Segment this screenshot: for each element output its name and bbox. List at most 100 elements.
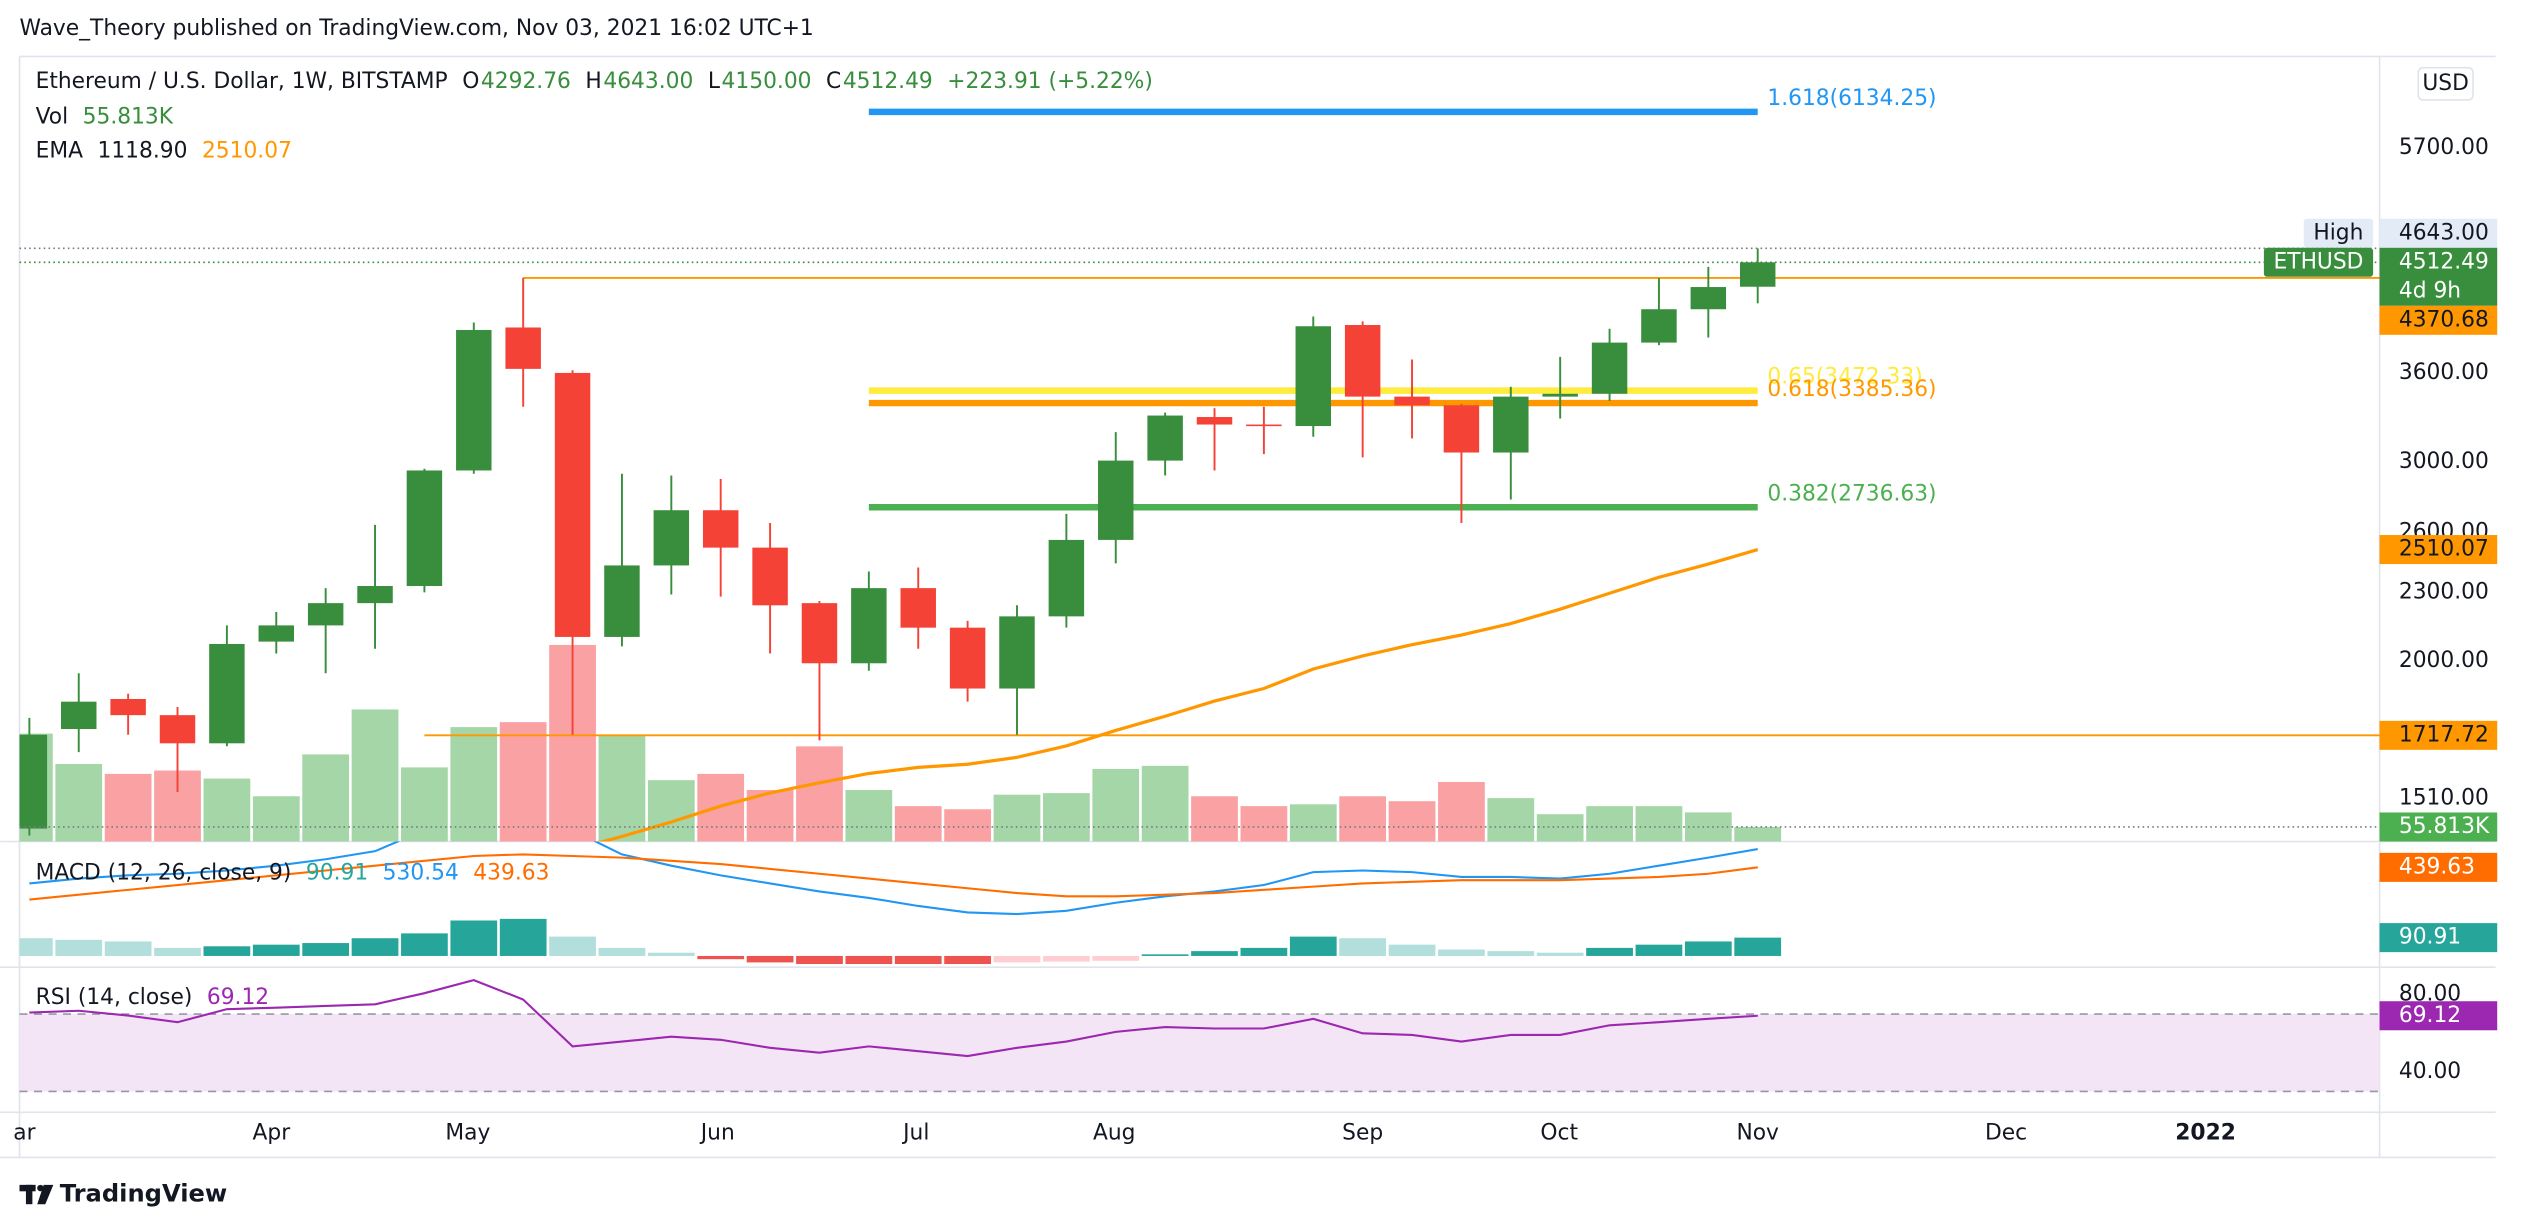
candle-body (505, 327, 541, 369)
macd-histogram-bar (1487, 951, 1535, 956)
volume-bar (104, 773, 152, 842)
candle-body (900, 588, 936, 628)
macd-histogram-bar (647, 952, 695, 956)
price-badge (2379, 305, 2498, 335)
footer: TradingView (60, 1180, 227, 1208)
candle-body (1394, 396, 1430, 406)
macd-histogram-bar (993, 955, 1041, 963)
price-badge (2379, 852, 2498, 882)
volume-bar (647, 780, 695, 842)
macd-histogram-bar (1339, 938, 1387, 956)
candle-body (1443, 405, 1480, 453)
ema-line (597, 548, 1759, 842)
price-badge-label: 90.91 (2399, 925, 2461, 950)
currency-box[interactable] (2417, 66, 2474, 101)
macd-histogram-bar (746, 955, 794, 963)
legend-value: 90.91 (306, 861, 368, 886)
macd-histogram-bar (1191, 951, 1238, 956)
legend-value: 55.813K (83, 105, 174, 130)
volume-bar (1487, 798, 1535, 842)
volume-bar (401, 767, 448, 842)
candle-body (1098, 460, 1134, 540)
candle-body (702, 510, 739, 548)
macd-histogram-bar (104, 941, 152, 956)
logo (19, 1184, 54, 1205)
volume-bar (1339, 796, 1387, 842)
price-badge-label: 55.813K (2399, 814, 2490, 839)
candle-body (1295, 326, 1332, 427)
candle-body (1542, 393, 1578, 397)
x-tick-label: Jul (901, 1120, 929, 1145)
volume-bar (1536, 814, 1584, 842)
price-badge-label: 4512.49 (2399, 249, 2489, 274)
rsi-line (29, 979, 1758, 1058)
price-badge-label: 4370.68 (2399, 307, 2489, 332)
volume-bar (1141, 765, 1189, 842)
candle-body (357, 586, 393, 604)
volume-bar (1438, 781, 1485, 842)
candle-body (949, 627, 986, 689)
macd-histogram-bar (450, 920, 498, 956)
macd-histogram-bar (1536, 952, 1584, 956)
x-tick-label: Nov (1736, 1120, 1779, 1145)
volume-bar (1734, 826, 1782, 842)
legend-value: 4512.49 (843, 69, 933, 94)
price-badge-label: 4643.00 (2399, 220, 2489, 245)
macd-line (29, 841, 1758, 916)
rsi-tick-label: 40.00 (2399, 1059, 2461, 1084)
candle-body (1493, 396, 1529, 453)
legend-value: 1118.90 (98, 139, 188, 164)
macd-histogram-bar (1635, 944, 1683, 956)
price-badge (2379, 247, 2498, 306)
price-badge-tag-box (2303, 218, 2374, 248)
volume-bar (499, 722, 547, 842)
candle-body (801, 603, 838, 664)
candle-body (406, 470, 443, 587)
x-tick-label: May (445, 1120, 490, 1145)
price-badge-tag: ETHUSD (2274, 249, 2364, 274)
macd-histogram-bar (1141, 954, 1189, 956)
legend-value: 4643.00 (603, 69, 693, 94)
legend-title: EMA (36, 139, 84, 164)
volume-bar (203, 778, 251, 842)
macd-histogram-bar (697, 955, 745, 960)
candle-body (258, 625, 295, 642)
macd-histogram-bar (549, 936, 596, 956)
price-badge-label: 69.12 (2399, 1003, 2461, 1028)
macd-histogram-bar (894, 955, 942, 965)
x-tick-label: Apr (253, 1120, 291, 1145)
candle-body (1147, 415, 1183, 461)
candle-body (209, 643, 245, 744)
volume-bar (1042, 793, 1090, 842)
macd-histogram-bar (1684, 941, 1732, 956)
price-badge (2379, 720, 2498, 750)
macd-histogram-bar (1586, 947, 1633, 956)
legend-value: O (462, 69, 479, 94)
candle-body (19, 734, 48, 829)
volume-bar (944, 809, 991, 842)
volume-bar (55, 764, 103, 842)
macd-histogram-bar (302, 943, 350, 956)
x-tick-label: Oct (1540, 1120, 1578, 1145)
legend-value: 4150.00 (722, 69, 812, 94)
candle-body (1739, 262, 1776, 287)
macd-histogram-bar (944, 955, 991, 965)
candle-body (604, 565, 640, 637)
price-badge-note: 4d 9h (2399, 278, 2461, 303)
legend-title: MACD (12, 26, close, 9) (36, 861, 292, 886)
currency[interactable]: USD (2422, 71, 2468, 96)
fib-label: 0.65(3472.33) (1767, 365, 1922, 390)
volume-bar (252, 796, 300, 842)
volume-bar (450, 727, 498, 842)
volume-bar (993, 794, 1041, 842)
price-pane (19, 108, 2380, 842)
fib-label: 1.618(6134.25) (1767, 86, 1936, 111)
candle-body (456, 329, 492, 471)
price-badge-tag-box (2263, 247, 2374, 277)
fib-label: 0.618(3385.36) (1767, 377, 1936, 402)
y-tick-label: 2000.00 (2399, 648, 2489, 673)
volume-bar (1388, 801, 1436, 842)
candle-body (307, 603, 344, 626)
rsi-pane (19, 979, 2380, 1093)
legend-title: RSI (14, close) (36, 985, 193, 1010)
